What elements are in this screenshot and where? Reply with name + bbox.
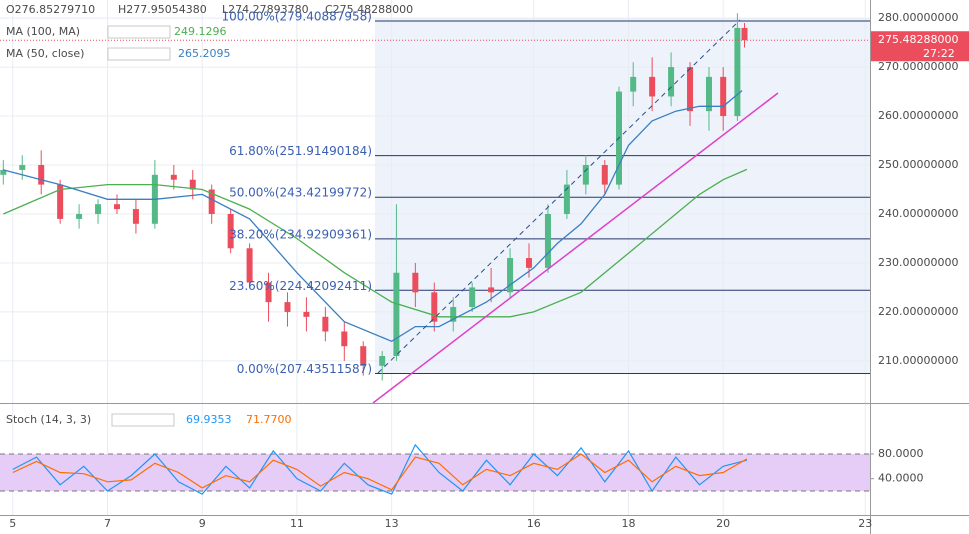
ma-line	[3, 90, 743, 343]
candle-body	[705, 76, 712, 112]
fib-label: 100.00%(279.40887958)	[221, 10, 372, 24]
fib-diagonal	[377, 19, 741, 374]
y-tick-label: 270.00000000	[878, 60, 958, 73]
stoch-line	[12, 453, 748, 491]
candle-body	[649, 76, 656, 97]
icons[interactable]	[107, 25, 171, 39]
candle-body	[526, 258, 533, 268]
candle-body	[734, 27, 741, 117]
fib-region	[375, 18, 870, 373]
y-tick-label: 250.00000000	[878, 158, 958, 171]
y-tick-label: 240.00000000	[878, 207, 958, 220]
x-tick-label: 9	[199, 517, 206, 530]
candle-body	[601, 165, 608, 185]
legend-ma100-value: 249.1296	[174, 25, 227, 38]
fib-label: 38.20%(234.92909361)	[229, 227, 372, 241]
candle-body	[741, 27, 748, 41]
candle-body	[208, 189, 215, 214]
legend-ma100: MA (100, MA)	[6, 25, 80, 38]
fib-label: 23.60%(224.42092411)	[229, 279, 372, 293]
icons[interactable]	[111, 413, 175, 427]
fib-label: 61.80%(251.91490184)	[229, 144, 372, 158]
candle-body	[687, 67, 694, 112]
y-tick-label: 40.0000	[878, 472, 924, 485]
candle-body	[507, 258, 514, 293]
candle-body	[563, 184, 570, 214]
grid	[0, 0, 870, 515]
ma-line	[3, 168, 748, 318]
candle-body	[630, 76, 637, 92]
x-tick-label: 18	[621, 517, 635, 530]
candle-body	[412, 272, 419, 293]
y-tick-label: 220.00000000	[878, 305, 958, 318]
candle-body	[95, 204, 102, 214]
candle-body	[544, 213, 551, 268]
trend-line	[372, 92, 779, 404]
candle-body	[341, 331, 348, 347]
candle-body	[246, 248, 253, 283]
x-tick-label: 16	[527, 517, 541, 530]
candle-body	[488, 287, 495, 293]
icons[interactable]	[107, 47, 171, 61]
legend-ma50: MA (50, close)	[6, 47, 84, 60]
candle-body	[132, 209, 139, 224]
ohlc-low: L274.27893780	[222, 3, 309, 16]
candle-body	[0, 169, 7, 175]
candle-body	[265, 282, 272, 303]
stoch-line	[12, 443, 748, 495]
fib-label: 50.00%(243.42199772)	[229, 186, 372, 200]
x-tick-label: 5	[9, 517, 16, 530]
candle-body	[720, 76, 727, 117]
candle-body	[360, 346, 367, 366]
candle-body	[189, 179, 196, 190]
candle-body	[113, 204, 120, 210]
x-tick-label: 7	[104, 517, 111, 530]
price-tag	[871, 31, 969, 62]
candle-body	[450, 307, 457, 322]
candle-body	[431, 292, 438, 322]
candle-body	[379, 355, 386, 366]
y-tick-label: 210.00000000	[878, 354, 958, 367]
legend-ma50-value: 265.2095	[178, 47, 231, 60]
candle-body	[227, 213, 234, 249]
stoch-band	[0, 454, 870, 492]
candle-body	[303, 311, 310, 317]
countdown: 27:22	[923, 47, 955, 60]
stoch-title: Stoch (14, 3, 3)	[6, 413, 91, 426]
x-tick-label: 13	[385, 517, 399, 530]
ohlc-close: C275.48288000	[325, 3, 413, 16]
price-tag-label: 275.48288000	[878, 33, 958, 46]
y-tick-label: 80.0000	[878, 447, 924, 460]
x-tick-label: 23	[858, 517, 872, 530]
candle-body	[57, 184, 64, 219]
fib-label: 0.00%(207.43511587)	[237, 362, 372, 376]
candle-body	[76, 213, 83, 219]
ohlc-high: H277.95054380	[118, 3, 207, 16]
x-tick-label: 11	[290, 517, 304, 530]
candle-body	[668, 67, 675, 97]
candle-body	[582, 165, 589, 185]
candle-body	[469, 287, 476, 308]
header: O276.85279710 H277.95054380 L274.2789378…	[6, 3, 413, 427]
candle-body	[393, 272, 400, 356]
stoch-k-value: 69.9353	[186, 413, 232, 426]
y-tick-label: 280.00000000	[878, 11, 958, 24]
stoch-d-value: 71.7700	[246, 413, 292, 426]
candle-body	[170, 174, 177, 180]
ohlc-open: O276.85279710	[6, 3, 95, 16]
candle-body	[322, 316, 329, 332]
y-tick-label: 230.00000000	[878, 256, 958, 269]
x-tick-label: 20	[716, 517, 730, 530]
candle-body	[19, 165, 26, 170]
candle-body	[284, 302, 291, 312]
y-tick-label: 260.00000000	[878, 109, 958, 122]
candle-body	[38, 165, 45, 185]
